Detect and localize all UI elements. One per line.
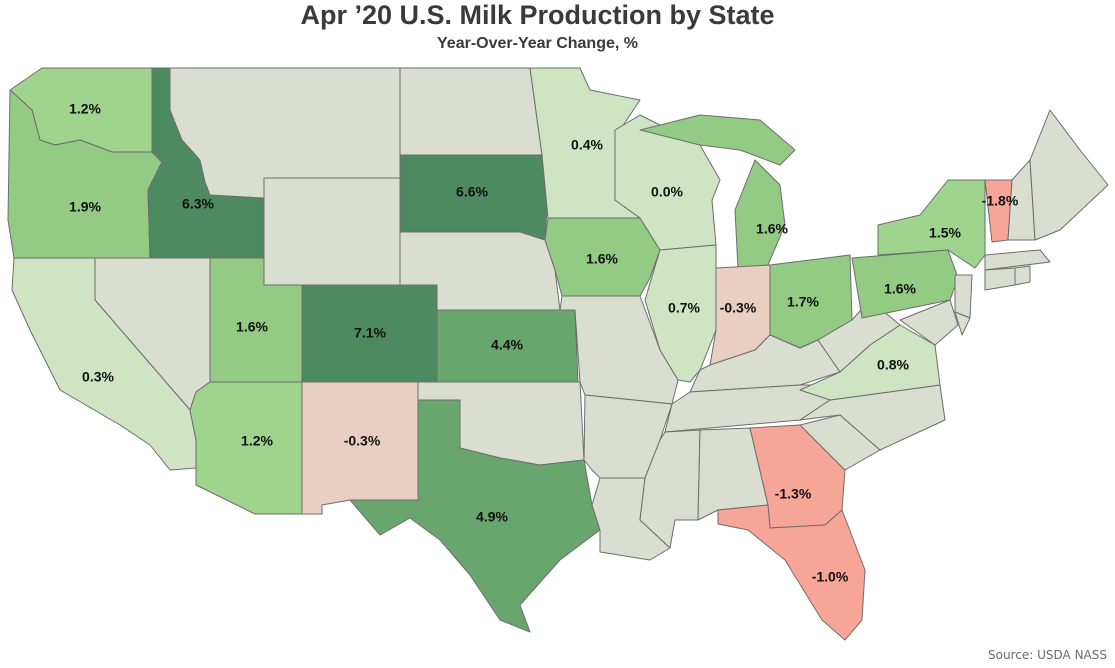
value-label-ks: 4.4%	[491, 337, 523, 353]
value-label-mi: 1.6%	[756, 221, 788, 237]
value-label-pa: 1.6%	[884, 281, 916, 297]
chart-title: Apr ’20 U.S. Milk Production by State	[300, 0, 775, 30]
value-label-sd: 6.6%	[456, 184, 488, 200]
value-label-mn: 0.4%	[571, 137, 603, 153]
state-fl	[717, 504, 866, 641]
value-label-az: 1.2%	[241, 433, 273, 449]
state-me	[1029, 109, 1109, 241]
state-de	[954, 311, 971, 336]
value-label-wi: 0.0%	[651, 184, 683, 200]
state-tx	[349, 399, 601, 633]
state-ca	[11, 257, 197, 471]
value-label-fl: -1.0%	[812, 569, 849, 585]
value-label-va: 0.8%	[877, 357, 909, 373]
value-label-nm: -0.3%	[344, 433, 381, 449]
value-label-in: -0.3%	[720, 300, 757, 316]
state-wv	[817, 299, 901, 373]
chart-subtitle: Year-Over-Year Change, %	[437, 35, 638, 52]
value-label-co: 7.1%	[354, 325, 386, 341]
source-note: Source: USDA NASS	[988, 648, 1107, 662]
state-nj	[954, 274, 973, 319]
value-label-ga: -1.3%	[775, 486, 812, 502]
value-label-tx: 4.9%	[476, 509, 508, 525]
value-label-ca: 0.3%	[82, 369, 114, 385]
state-md	[899, 299, 959, 346]
value-label-oh: 1.7%	[787, 294, 819, 310]
state-ri	[1014, 265, 1031, 286]
state-nd	[399, 67, 543, 156]
value-label-ny: 1.5%	[929, 225, 961, 241]
state-ct	[984, 267, 1016, 291]
state-vt	[984, 179, 1013, 243]
value-label-or: 1.9%	[69, 199, 101, 215]
value-label-id: 6.3%	[182, 196, 214, 212]
value-label-ut: 1.6%	[236, 319, 268, 335]
value-label-ia: 1.6%	[586, 251, 618, 267]
state-ma	[984, 249, 1051, 271]
state-wy	[263, 177, 401, 286]
value-label-vt: -1.8%	[982, 193, 1019, 209]
value-label-wa: 1.2%	[69, 101, 101, 117]
value-label-il: 0.7%	[668, 300, 700, 316]
